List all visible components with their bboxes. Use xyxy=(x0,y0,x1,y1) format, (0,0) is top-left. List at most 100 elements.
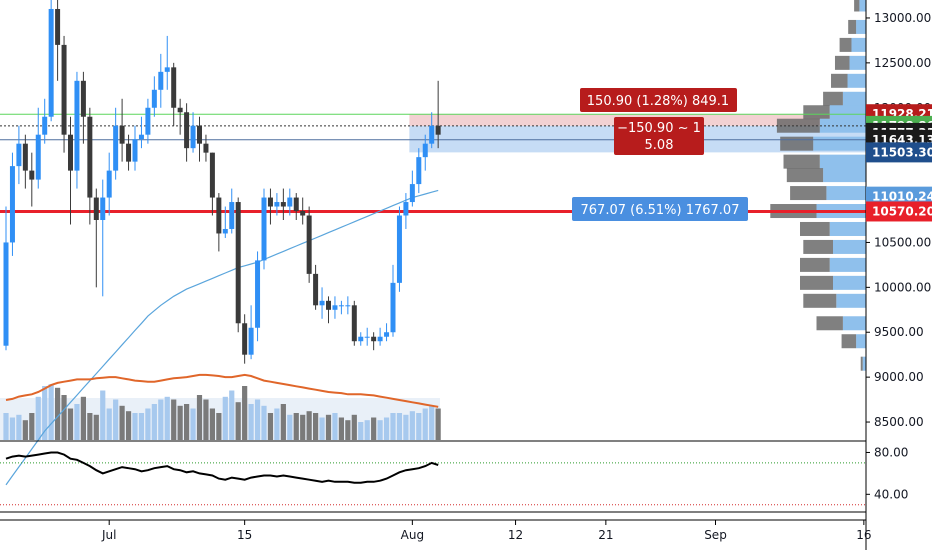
volume-bar-12 xyxy=(80,396,86,440)
candle-body-59 xyxy=(384,332,390,337)
volume-bar-22 xyxy=(145,408,151,440)
loss-label-mid: −150.90 ~ 1 5.08 xyxy=(614,117,704,155)
profile-buy-2 xyxy=(851,37,866,52)
volume-bar-38 xyxy=(248,404,254,440)
volume-bar-41 xyxy=(267,413,274,440)
volume-bar-59 xyxy=(383,417,390,440)
profile-sell-17 xyxy=(803,293,837,308)
profile-sell-5 xyxy=(823,91,843,106)
candle-body-5 xyxy=(35,134,41,180)
rsi-tick-label-0: 80.00 xyxy=(874,445,908,459)
profile-sell-7 xyxy=(776,118,820,133)
volume-bar-2 xyxy=(16,414,22,440)
candlesticks xyxy=(3,0,441,364)
volume-bar-15 xyxy=(100,390,106,440)
volume-bar-60 xyxy=(390,413,396,440)
volume-bar-14 xyxy=(93,414,99,440)
profile-sell-8 xyxy=(780,136,814,151)
volume-bar-25 xyxy=(164,396,170,440)
volume-bar-53 xyxy=(345,420,351,440)
volume-bar-35 xyxy=(229,390,235,440)
candle-body-56 xyxy=(364,336,370,338)
profile-buy-13 xyxy=(829,221,866,236)
volume-bar-62 xyxy=(403,414,409,440)
volume-bar-28 xyxy=(184,404,190,440)
volume-bar-31 xyxy=(203,399,209,440)
candle-body-41 xyxy=(267,197,273,207)
candle-body-60 xyxy=(390,282,396,333)
candle-body-48 xyxy=(313,273,319,306)
candle-body-37 xyxy=(242,323,248,355)
price-tick-label-8: 9000.00 xyxy=(874,370,924,384)
candle-body-40 xyxy=(261,197,267,261)
volume-bar-19 xyxy=(125,411,132,440)
profile-sell-14 xyxy=(803,239,833,254)
volume-bar-50 xyxy=(325,414,332,440)
volume-bar-4 xyxy=(29,413,35,440)
volume-bar-18 xyxy=(119,405,125,440)
price-tag-6 xyxy=(866,201,932,222)
volume-bar-66 xyxy=(429,405,435,440)
candle-body-42 xyxy=(274,202,280,207)
profile-sell-3 xyxy=(834,55,850,70)
volume-bar-23 xyxy=(151,404,157,440)
volume-bar-54 xyxy=(351,414,357,440)
candle-body-0 xyxy=(3,242,9,346)
candle-body-38 xyxy=(248,327,254,355)
time-tick-label-6: 16 xyxy=(856,528,871,542)
candle-body-4 xyxy=(29,170,35,180)
profile-buy-9 xyxy=(819,154,866,169)
volume-bar-13 xyxy=(87,413,93,440)
rsi-line xyxy=(5,451,439,484)
volume-bar-3 xyxy=(22,420,28,440)
candle-body-52 xyxy=(338,305,344,307)
volume-bar-9 xyxy=(61,395,67,440)
volume-bar-0 xyxy=(3,413,9,440)
candle-body-66 xyxy=(429,125,435,144)
time-tick-label-4: 21 xyxy=(598,528,613,542)
candle-body-24 xyxy=(158,71,164,90)
candle-body-28 xyxy=(184,112,190,149)
price-tick-label-0: 13000.00 xyxy=(874,11,931,25)
candle-body-29 xyxy=(190,125,196,149)
volume-bar-64 xyxy=(416,413,422,440)
profit-label: 767.07 (6.51%) 1767.07 xyxy=(572,197,748,221)
price-tags: 11928.2111798.8611777.3111643.1311503.30… xyxy=(866,104,932,222)
profile-buy-5 xyxy=(842,91,866,106)
volume-bar-45 xyxy=(293,413,299,440)
profile-sell-20 xyxy=(860,356,863,371)
candle-body-44 xyxy=(287,197,293,207)
profile-buy-6 xyxy=(829,105,866,120)
profile-sell-19 xyxy=(841,334,857,349)
profile-buy-14 xyxy=(833,239,866,254)
ma-orange-line xyxy=(5,373,439,408)
profile-buy-19 xyxy=(856,334,866,349)
volume-bar-67 xyxy=(435,408,441,440)
loss-label-mid-text1: −150.90 ~ 1 xyxy=(617,121,701,136)
loss-label-mid-text2: 5.08 xyxy=(645,138,674,153)
volume-bar-26 xyxy=(171,399,177,440)
volume-bar-48 xyxy=(313,413,319,440)
candle-body-62 xyxy=(403,202,409,216)
candle-body-54 xyxy=(351,305,357,342)
volume-bar-32 xyxy=(209,408,215,440)
volume-profile xyxy=(770,0,866,371)
time-tick-label-2: Aug xyxy=(401,528,424,542)
profile-sell-9 xyxy=(783,154,820,169)
rsi-panel xyxy=(0,440,866,513)
profile-buy-7 xyxy=(819,118,866,133)
moving-averages xyxy=(5,189,439,486)
time-axis[interactable]: Jul 15 Aug 12 21 Sep 16 xyxy=(0,519,871,542)
candle-body-18 xyxy=(119,125,125,144)
volume-bar-27 xyxy=(177,405,183,440)
volume-bar-24 xyxy=(158,399,164,440)
volume-bar-43 xyxy=(280,404,286,440)
candle-body-30 xyxy=(197,125,202,144)
candle-body-61 xyxy=(396,215,402,283)
volume-bar-51 xyxy=(332,413,338,440)
profile-buy-1 xyxy=(856,19,866,34)
price-tick-label-9: 8500.00 xyxy=(874,415,924,429)
candle-body-15 xyxy=(100,197,106,220)
